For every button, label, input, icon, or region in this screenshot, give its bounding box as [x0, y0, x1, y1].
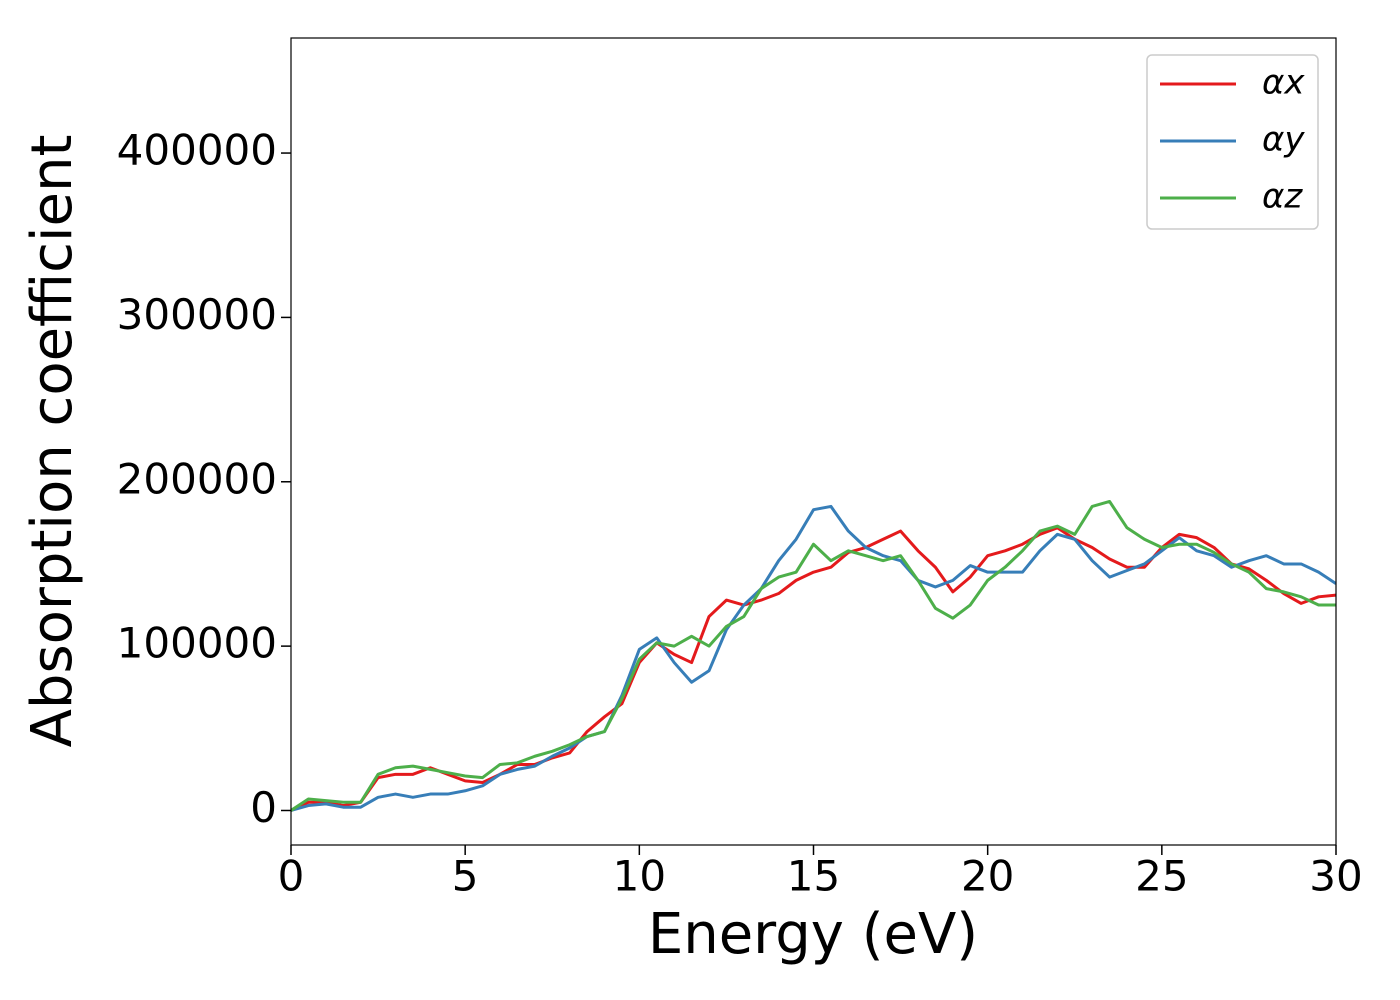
line-series — [291, 499, 1336, 812]
x-tick-label: 10 — [613, 852, 666, 901]
legend-label: αy — [1262, 120, 1305, 160]
x-tick-label: 20 — [961, 852, 1014, 901]
x-tick-label: 30 — [1309, 852, 1362, 901]
x-tick-label: 0 — [278, 852, 305, 901]
x-tick-label: 15 — [787, 852, 840, 901]
y-tick-label: 200000 — [117, 454, 277, 503]
y-tick-label: 400000 — [117, 126, 277, 175]
line-series — [291, 504, 1336, 812]
y-tick-label: 300000 — [117, 290, 277, 339]
x-tick-label: 25 — [1135, 852, 1188, 901]
y-tick-label: 100000 — [117, 619, 277, 668]
y-tick-label: 0 — [250, 783, 277, 832]
legend-label: αx — [1262, 63, 1305, 103]
y-axis-label: Absorption coefficient — [20, 135, 85, 748]
x-axis-label: Energy (eV) — [648, 902, 978, 967]
legend-label: αz — [1262, 177, 1303, 217]
plot-frame — [290, 37, 1337, 846]
line-series — [291, 526, 1336, 812]
x-tick-label: 5 — [452, 852, 479, 901]
